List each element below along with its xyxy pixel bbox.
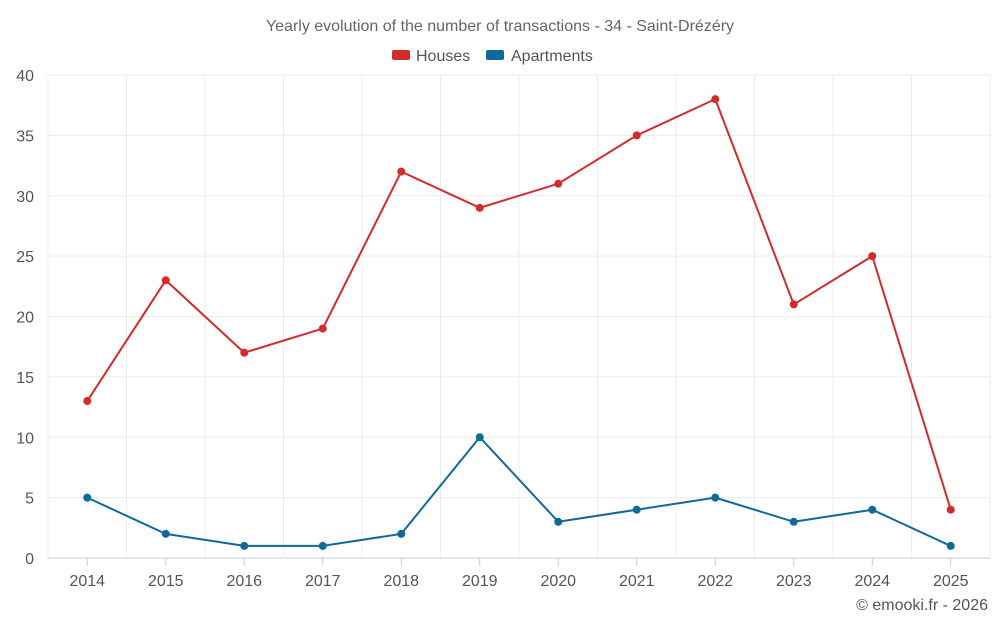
x-tick-label-2021: 2021 — [619, 573, 655, 590]
data-point-houses-2023[interactable] — [789, 300, 798, 309]
legend-item-houses[interactable]: Houses — [392, 48, 470, 65]
data-point-houses-2021[interactable] — [632, 131, 641, 140]
data-point-houses-2019[interactable] — [475, 203, 484, 212]
x-tick-label-2019: 2019 — [462, 573, 498, 590]
data-point-houses-2016[interactable] — [240, 348, 249, 357]
series — [83, 95, 955, 550]
data-point-apartments-2016[interactable] — [240, 541, 249, 550]
x-tick-label-2018: 2018 — [383, 573, 419, 590]
x-tick-label-2023: 2023 — [776, 573, 812, 590]
x-tick-label-2017: 2017 — [305, 573, 341, 590]
data-point-apartments-2019[interactable] — [475, 433, 484, 442]
x-tick-label-2016: 2016 — [226, 573, 262, 590]
series-houses — [83, 95, 955, 514]
data-point-apartments-2015[interactable] — [161, 529, 170, 538]
data-point-houses-2025[interactable] — [946, 505, 955, 514]
data-point-apartments-2025[interactable] — [946, 541, 955, 550]
series-apartments — [83, 433, 955, 550]
data-point-apartments-2020[interactable] — [554, 517, 563, 526]
y-tick-label: 20 — [16, 310, 34, 327]
x-tick-label-2022: 2022 — [697, 573, 733, 590]
data-point-apartments-2018[interactable] — [397, 529, 406, 538]
x-tick-label-2020: 2020 — [540, 573, 576, 590]
data-point-houses-2020[interactable] — [554, 179, 563, 188]
data-point-apartments-2017[interactable] — [318, 541, 327, 550]
y-tick-label: 25 — [16, 249, 34, 266]
x-tick-label-2025: 2025 — [933, 573, 969, 590]
legend: Houses Apartments — [392, 48, 593, 65]
data-point-apartments-2021[interactable] — [632, 505, 641, 514]
data-point-houses-2015[interactable] — [161, 276, 170, 285]
x-tick-label-2015: 2015 — [148, 573, 184, 590]
y-tick-label: 10 — [16, 430, 34, 447]
legend-swatch-houses — [392, 50, 410, 60]
x-tick-label-2014: 2014 — [69, 573, 105, 590]
data-point-houses-2017[interactable] — [318, 324, 327, 333]
legend-label-houses: Houses — [416, 48, 470, 65]
y-tick-label: 0 — [25, 551, 34, 568]
y-tick-label: 5 — [25, 491, 34, 508]
series-line-houses — [86, 98, 952, 510]
y-tick-label: 15 — [16, 370, 34, 387]
series-line-apartments — [86, 436, 952, 547]
data-point-apartments-2023[interactable] — [789, 517, 798, 526]
data-point-houses-2024[interactable] — [868, 252, 877, 261]
legend-label-apartments: Apartments — [511, 48, 593, 65]
data-point-apartments-2022[interactable] — [711, 493, 720, 502]
data-point-houses-2022[interactable] — [711, 95, 720, 104]
y-tick-label: 40 — [16, 68, 34, 85]
data-point-apartments-2014[interactable] — [83, 493, 92, 502]
y-tick-label: 35 — [16, 128, 34, 145]
legend-item-apartments[interactable]: Apartments — [486, 48, 593, 65]
data-point-houses-2018[interactable] — [397, 167, 406, 176]
legend-swatch-apartments — [486, 50, 504, 60]
data-point-houses-2014[interactable] — [83, 397, 92, 406]
data-point-apartments-2024[interactable] — [868, 505, 877, 514]
chart-title: Yearly evolution of the number of transa… — [266, 18, 734, 35]
grid — [47, 74, 991, 558]
y-tick-label: 30 — [16, 189, 34, 206]
credit-text: © emooki.fr - 2026 — [856, 597, 988, 614]
x-tick-label-2024: 2024 — [854, 573, 890, 590]
